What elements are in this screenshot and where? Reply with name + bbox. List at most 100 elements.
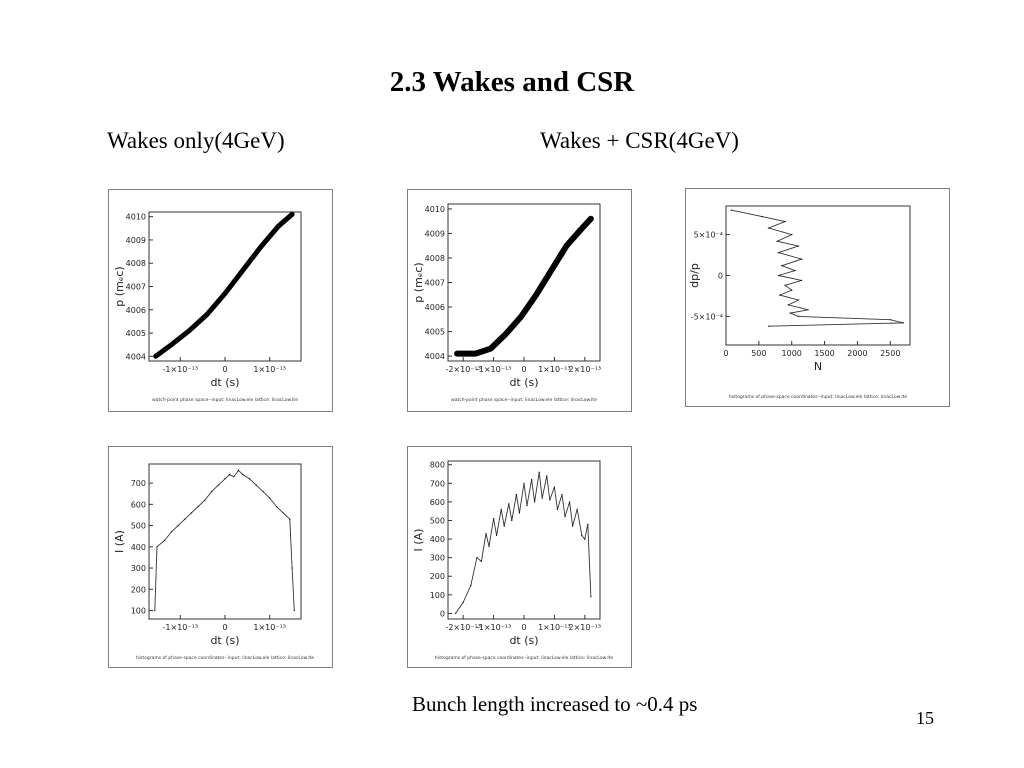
data-point <box>480 560 482 562</box>
y-tick-label: 200 <box>430 572 445 581</box>
plot-frame <box>148 463 302 620</box>
x-tick-label: 1×10⁻¹³ <box>538 365 571 374</box>
data-point <box>456 353 458 355</box>
data-point <box>156 546 158 548</box>
data-point <box>797 315 799 317</box>
data-point <box>794 270 796 272</box>
data-point <box>255 484 257 486</box>
data-point <box>561 493 563 496</box>
data-point <box>204 499 206 501</box>
data-point <box>569 501 571 503</box>
data-point <box>541 497 543 499</box>
data-point <box>797 245 799 247</box>
data-point <box>170 344 172 346</box>
x-tick-label: 2×10⁻¹³ <box>568 365 601 374</box>
data-point <box>549 499 551 501</box>
x-axis-label: N <box>814 360 822 373</box>
current-profile-wakes-panel: 100 200 300 400 500 600 700 -1×10⁻¹³ 0 1×10⁻¹³ dt … <box>108 446 333 668</box>
x-tick-label: -2×10⁻¹³ <box>445 623 481 632</box>
data-point <box>587 523 589 525</box>
data-point <box>188 330 190 332</box>
phase-space-wakes-csr-plot: 4004 4005 4006 4007 4008 4009 4010 -2×10⁻¹³-1×1… <box>412 203 601 403</box>
right-column-heading: Wakes + CSR(4GeV) <box>540 128 739 153</box>
data-point <box>237 469 239 471</box>
y-axis-label: dp/p <box>688 263 701 288</box>
y-tick-label: 0 <box>440 609 445 618</box>
data-point <box>778 252 780 254</box>
data-point <box>526 505 528 507</box>
y-tick-label: 4009 <box>425 229 445 238</box>
data-point <box>197 505 199 508</box>
data-point <box>269 497 271 499</box>
x-tick-label: 2000 <box>847 349 867 358</box>
data-point <box>902 322 904 324</box>
data-point <box>581 227 583 230</box>
data-point <box>262 491 264 493</box>
data-point <box>242 474 244 476</box>
data-point <box>776 240 778 242</box>
data-point <box>505 333 507 335</box>
plot-caption: histograms of phase-space coordinates--i… <box>435 655 613 661</box>
y-tick-label: 100 <box>430 591 445 600</box>
data-point <box>789 312 791 314</box>
y-tick-label: 300 <box>430 554 445 563</box>
data-point <box>228 474 231 476</box>
x-axis-label: dt (s) <box>210 376 239 389</box>
data-point <box>801 279 803 281</box>
y-tick-label: 4004 <box>126 352 146 361</box>
plot-frame <box>725 205 911 346</box>
y-axis-label: p (mₑc) <box>412 262 425 302</box>
data-point <box>206 313 208 315</box>
data-point <box>784 220 786 223</box>
data-point <box>474 353 476 355</box>
y-tick-label: 600 <box>430 498 445 507</box>
data-point <box>538 471 540 473</box>
data-point <box>515 493 517 496</box>
data-point <box>761 216 763 218</box>
data-point <box>164 539 166 541</box>
y-tick-label: 4009 <box>126 236 146 245</box>
y-tick-label: 4005 <box>126 329 146 338</box>
phase-space-wakes-plot: 4004 4005 4006 4007 4008 4009 4010 -1×10⁻¹³ 0 1×1… <box>113 211 302 403</box>
data-point <box>291 567 293 569</box>
data-point <box>511 519 513 522</box>
data-point <box>590 596 592 598</box>
current-profile-wakes-csr-panel: 0 100 200 300 400 500 600 700 800 -2×10⁻¹³ -1×10⁻¹… <box>407 446 632 668</box>
x-tick-label: 500 <box>751 349 766 358</box>
data-point <box>500 508 502 510</box>
data-point <box>488 545 490 548</box>
data-point <box>170 531 172 533</box>
data-point <box>485 532 487 535</box>
x-tick-label: 1000 <box>782 349 802 358</box>
x-tick-label: -1×10⁻¹³ <box>476 365 512 374</box>
data-point <box>476 557 478 559</box>
data-point <box>293 609 295 612</box>
y-tick-label: 4005 <box>425 328 445 337</box>
data-point <box>807 309 809 311</box>
data-point <box>211 491 213 493</box>
page-number: 15 <box>916 708 934 728</box>
y-tick-label: 500 <box>430 516 445 525</box>
x-tick-label: -1×10⁻¹³ <box>476 623 512 632</box>
momentum-histogram-plot: -5×10⁻⁴ 0 5×10⁻⁴ 0 500 1000 1500 2000 2500 Ndp/p h… <box>688 205 911 400</box>
data-point <box>190 512 193 514</box>
y-tick-label: 4010 <box>425 205 445 214</box>
data-point <box>154 609 156 612</box>
data-point <box>590 218 592 220</box>
plot-frame <box>447 203 601 362</box>
y-tick-label: 4008 <box>126 259 146 268</box>
y-tick-label: 200 <box>131 585 146 594</box>
x-tick-label: 0 <box>222 365 227 374</box>
data-curve <box>455 472 592 614</box>
data-point <box>553 486 555 488</box>
data-point <box>572 525 574 527</box>
plot-frame <box>148 211 302 362</box>
y-tick-label: 600 <box>131 500 146 509</box>
x-tick-label: 1×10⁻¹³ <box>253 365 286 374</box>
phase-space-wakes-csr-panel: 4004 4005 4006 4007 4008 4009 4010 -2×10⁻¹³ -1×1… <box>407 189 632 412</box>
data-point <box>462 601 464 603</box>
plot-caption: histograms of phase-space coordinates--i… <box>729 394 907 400</box>
y-axis-label: p (mₑc) <box>113 266 126 306</box>
data-point <box>566 245 568 247</box>
